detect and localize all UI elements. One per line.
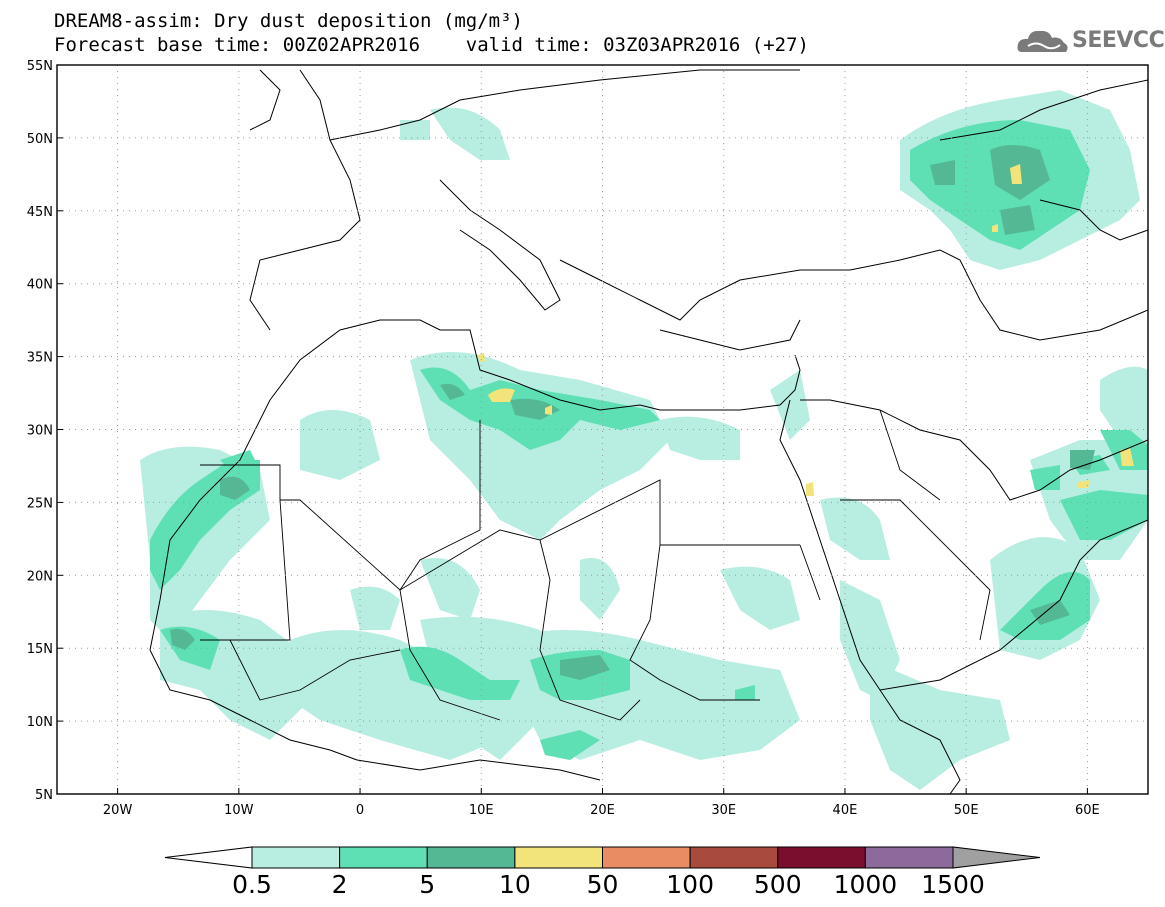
colorbar-label: 10 (499, 870, 531, 899)
lon-tick-label: 20E (590, 803, 615, 818)
colorbar-label: 1500 (921, 870, 985, 899)
colorbar-label: 2 (332, 870, 348, 899)
colorbar-label: 5 (419, 870, 435, 899)
cloud-logo-icon (1017, 30, 1068, 52)
colorbar-min-extension (164, 846, 253, 869)
lat-tick-label: 45N (27, 205, 53, 220)
lat-tick-label: 55N (27, 59, 53, 74)
lat-tick-label: 50N (27, 132, 53, 147)
longitude-labels: 20W 10W 0 10E 20E 30E 40E 50E 60E (103, 788, 1100, 818)
seevccc-logo: SEEVCCC (1016, 24, 1165, 60)
lon-tick-label: 0 (356, 803, 364, 818)
lat-tick-label: 5N (35, 788, 53, 803)
map-title: DREAM8-assim: Dry dust deposition (mg/m³… (54, 10, 523, 32)
forecast-times: Forecast base time: 00Z02APR2016 valid t… (54, 34, 809, 56)
colorbar: 0.5 2 5 10 50 100 500 1000 1500 (164, 846, 1041, 899)
lat-tick-label: 15N (27, 642, 53, 657)
lon-tick-label: 20W (103, 803, 133, 818)
lat-tick-label: 30N (27, 424, 53, 439)
dust-field (140, 90, 1148, 790)
lat-tick-label: 10N (27, 715, 53, 730)
colorbar-label: 100 (666, 870, 714, 899)
logo-text: SEEVCCC (1072, 28, 1165, 53)
colorbar-label: 500 (754, 870, 802, 899)
lon-tick-label: 40E (833, 803, 858, 818)
colorbar-swatch (339, 846, 428, 869)
lon-tick-label: 10W (224, 803, 254, 818)
colorbar-swatch (514, 846, 603, 869)
lon-tick-label: 60E (1075, 803, 1100, 818)
colorbar-swatch (426, 846, 516, 869)
colorbar-swatch (777, 846, 866, 869)
lat-tick-label: 25N (27, 496, 53, 511)
colorbar-swatch (864, 846, 954, 869)
lat-tick-label: 20N (27, 569, 53, 584)
colorbar-swatch (689, 846, 779, 869)
coastlines (149, 69, 1148, 794)
colorbar-label: 50 (587, 870, 619, 899)
lat-tick-label: 40N (27, 278, 53, 293)
colorbar-swatch (602, 846, 691, 869)
colorbar-label: 0.5 (232, 870, 272, 899)
latitude-labels: 55N 50N 45N 40N 35N 30N 25N 20N 15N 10N 5N (27, 59, 63, 803)
country-borders (200, 409, 991, 721)
lon-tick-label: 50E (954, 803, 979, 818)
colorbar-max-extension (952, 846, 1041, 869)
lon-tick-label: 30E (711, 803, 736, 818)
colorbar-swatch (251, 846, 341, 869)
lon-tick-label: 10E (469, 803, 494, 818)
lat-tick-label: 35N (27, 351, 53, 366)
colorbar-label: 1000 (834, 870, 898, 899)
